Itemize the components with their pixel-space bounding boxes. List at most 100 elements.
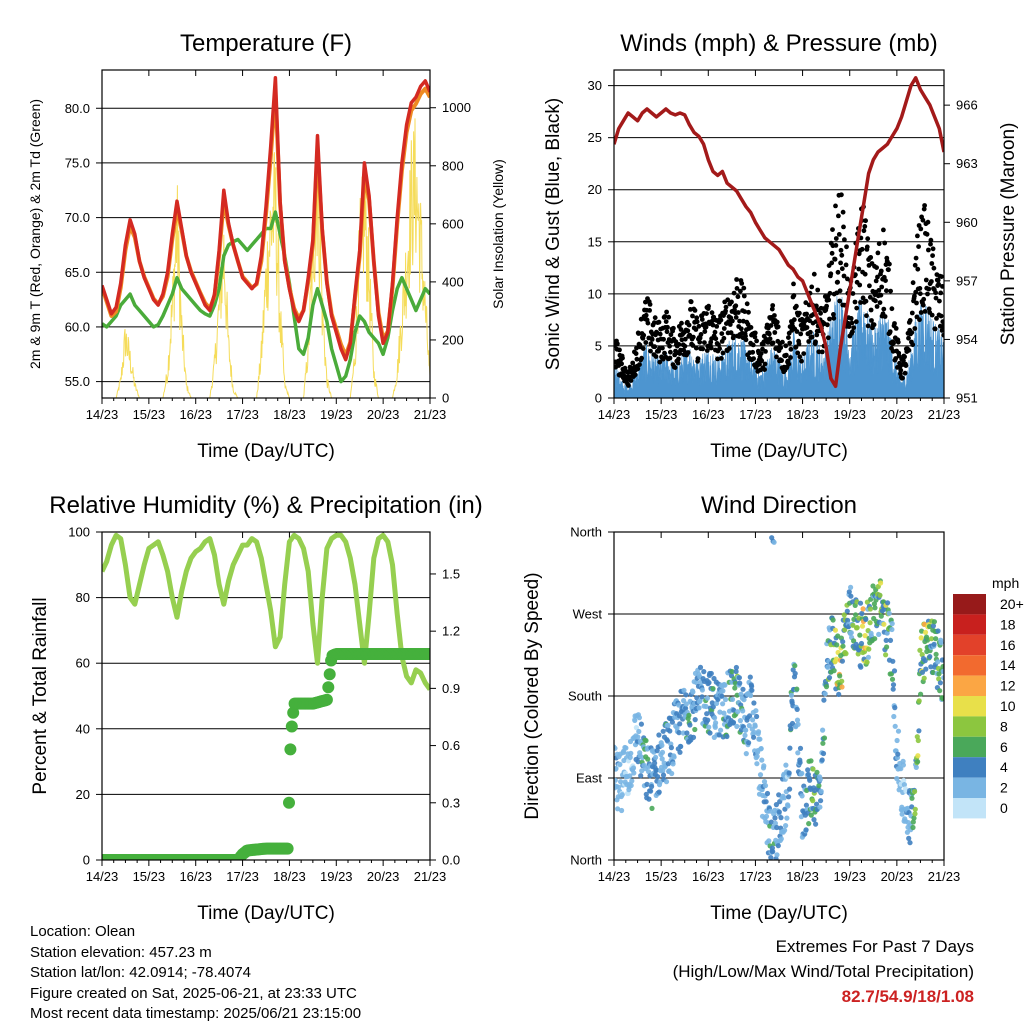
gust-point [852, 299, 858, 305]
direction-point [892, 723, 898, 729]
direction-point [659, 749, 666, 756]
direction-point [681, 687, 687, 694]
gust-point [728, 330, 734, 336]
direction-point [884, 644, 890, 650]
gust-point [750, 342, 756, 348]
gust-point [917, 317, 922, 323]
gust-point [757, 361, 762, 367]
direction-point [788, 726, 794, 732]
gust-point [688, 299, 694, 305]
direction-point [816, 783, 822, 789]
direction-point [692, 717, 698, 723]
figure-created: Figure created on Sat, 2025-06-21, at 23… [30, 984, 357, 1002]
direction-point [818, 798, 824, 804]
gust-point [660, 345, 665, 351]
direction-point [627, 773, 633, 779]
gust-point [934, 316, 939, 321]
direction-point [749, 683, 755, 689]
direction-point [645, 756, 651, 762]
direction-point [872, 605, 878, 611]
gust-point [664, 309, 669, 315]
gust-point [718, 317, 724, 323]
direction-point [713, 720, 719, 726]
gust-point [924, 231, 930, 237]
gust-point [869, 318, 874, 323]
direction-point [716, 732, 722, 738]
gust-point [816, 349, 822, 355]
direction-point [799, 793, 805, 799]
direction-point [892, 705, 898, 711]
gust-point [770, 303, 776, 308]
direction-point [683, 701, 689, 707]
direction-ytick-label: South [568, 689, 602, 704]
station-pressure-line [614, 76, 944, 389]
direction-point [737, 718, 744, 724]
humidity-ytick-label: 40 [76, 721, 90, 736]
speed-legend-label: 18 [1000, 616, 1016, 632]
direction-point [643, 738, 649, 744]
gust-point [913, 255, 919, 261]
gust-point [925, 219, 931, 225]
direction-point [814, 769, 820, 775]
gust-point [750, 349, 756, 355]
gust-point [848, 316, 854, 321]
direction-point [840, 643, 846, 649]
gust-point [882, 314, 888, 319]
direction-title: Wind Direction [701, 492, 857, 519]
temperature-ytick-label: 80.0 [65, 101, 90, 116]
gust-point [751, 356, 756, 361]
direction-point [783, 762, 789, 768]
direction-point [635, 759, 641, 765]
winds-ytick-label: 5 [595, 338, 602, 353]
direction-point [712, 715, 718, 721]
extremes-values: 82.7/54.9/18/1.08 [841, 987, 974, 1006]
gust-point [827, 316, 832, 322]
direction-point [941, 675, 944, 681]
gust-point [633, 351, 639, 356]
rainfall-point [423, 648, 430, 660]
direction-point [753, 708, 759, 714]
gust-point [735, 310, 741, 315]
direction-point [655, 774, 661, 780]
direction-point [931, 619, 938, 625]
direction-point [884, 630, 890, 636]
gust-point [914, 300, 919, 306]
direction-point [822, 691, 828, 697]
gust-point [886, 267, 891, 273]
direction-point [754, 761, 760, 767]
direction-point [850, 622, 856, 628]
direction-point [808, 812, 814, 818]
gust-point [675, 360, 681, 366]
gust-point [797, 354, 803, 360]
gust-point [700, 346, 706, 352]
direction-point [730, 719, 737, 726]
direction-point [857, 632, 863, 638]
direction-point [935, 628, 941, 634]
direction-point [912, 806, 918, 812]
gust-point [808, 329, 813, 335]
direction-point [825, 664, 831, 670]
direction-point [792, 670, 798, 677]
rainfall-point [284, 743, 297, 756]
gust-point [906, 347, 912, 353]
direction-point [823, 684, 830, 690]
gust-point [714, 324, 720, 329]
direction-frame [613, 531, 945, 861]
gust-point [794, 303, 799, 309]
direction-point [858, 640, 865, 647]
direction-point [853, 612, 859, 618]
direction-point [799, 770, 805, 777]
gust-point [930, 246, 936, 252]
speed-legend-swatch [953, 798, 986, 819]
temperature-ytick-right-label: 600 [442, 216, 464, 231]
direction-point [798, 814, 805, 820]
gust-point [837, 288, 843, 294]
gust-point [819, 349, 825, 355]
direction-point [738, 691, 744, 697]
gust-point [900, 375, 905, 381]
speed-legend-swatch [953, 614, 986, 635]
gust-point [645, 320, 651, 326]
direction-point [839, 658, 846, 664]
direction-point [684, 730, 690, 736]
